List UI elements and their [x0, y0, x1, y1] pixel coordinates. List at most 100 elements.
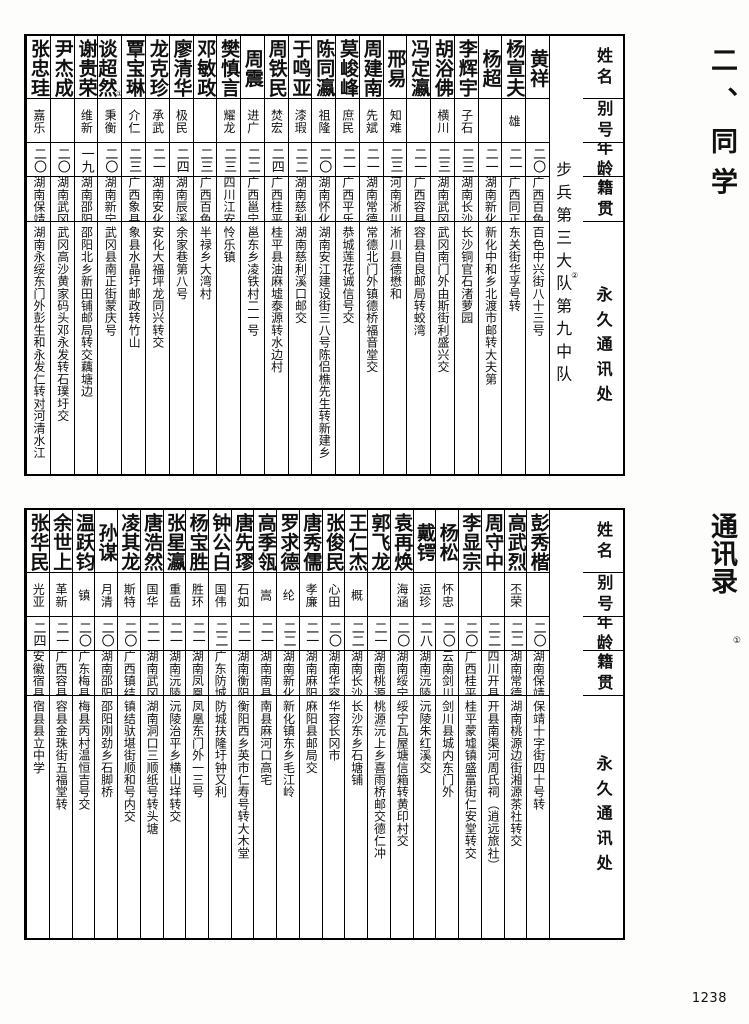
- student-age: 二一: [140, 617, 163, 651]
- student-age-text: 二一: [339, 147, 355, 174]
- student-address: 武冈南门外由斯街利盛兴交: [431, 222, 454, 474]
- student-age-text: 二〇: [98, 621, 114, 648]
- student-alias-text: 焚宏: [269, 109, 284, 134]
- student-address: 邵阳刚劲乡石脚桥: [95, 696, 117, 938]
- unit-label-cell: 步兵第三大队第九中队 ②: [550, 36, 583, 474]
- student-age-text: 二二: [485, 621, 501, 648]
- student-name: 陈同瀛: [312, 36, 336, 99]
- student-age: 二四: [264, 143, 288, 177]
- student-address: 凤凰东门外一三号: [186, 696, 208, 938]
- student-address-text: 安化大福坪龙同兴转交: [150, 226, 165, 349]
- student-alias: 进广: [241, 99, 264, 143]
- student-native: 湖南武冈: [50, 177, 74, 222]
- student-address-text: 长沙铜官石渚萝园: [459, 226, 474, 324]
- student-age: 二三: [454, 143, 478, 177]
- student-native: 广西象县: [122, 177, 145, 222]
- student-address: 新化中和乡北渡市邮转大夫第: [479, 222, 502, 474]
- student-name-text: 冯定瀛: [408, 38, 431, 98]
- student-native: 广西桂平: [459, 651, 481, 696]
- student-address: 保靖十字街四十号转: [527, 696, 549, 938]
- student-directory-table-top: 姓名 别号 年龄 籍贯 永久通讯处 步兵第三大队第九中队 ② 黄祥 二〇 广西百色 百色中兴街八十三…: [24, 34, 625, 476]
- student-age: 二〇: [322, 617, 345, 651]
- student-age: 二〇: [98, 143, 122, 177]
- student-native-text: 云南剑川: [440, 651, 455, 696]
- student-address-text: 长沙东乡石塘铺: [349, 700, 364, 786]
- student-address: 武冈高沙黄家码头邓永发转石璞圩交: [51, 222, 74, 474]
- student-alias: 月清: [95, 573, 118, 617]
- student-age-text: 二三: [435, 147, 451, 174]
- student-age: 二二: [504, 617, 527, 651]
- student-name: 张俊民: [322, 510, 345, 573]
- student-alias: 运珍: [413, 573, 436, 617]
- student-native-text: 广东梅县: [76, 651, 91, 696]
- student-name-text: 龙克珍: [146, 38, 169, 98]
- student-name: 谈超然 ①: [98, 36, 122, 99]
- student-alias: [368, 573, 390, 617]
- student-address-text: 武冈南门外由斯街利盛兴交: [436, 226, 451, 373]
- student-column: 张星瀛 重岳 二一 湖南沅陵 沅陵治平乡横山垟转交: [162, 510, 186, 938]
- student-age: 一九: [74, 143, 98, 177]
- student-alias-text: 丕荣: [508, 583, 523, 608]
- student-name-text: 邢易: [384, 48, 407, 88]
- student-address-text: 武冈高沙黄家码头邓永发转石璞圩交: [55, 226, 70, 422]
- student-age: 二一: [502, 143, 526, 177]
- student-native-text: 广西容县: [412, 177, 427, 222]
- student-alias-text: 纶: [281, 589, 296, 602]
- column-headers: 姓名 别号 年龄 籍贯 永久通讯处: [583, 510, 623, 938]
- student-age-text: 二八: [416, 621, 432, 648]
- student-name: 谢贵荣: [74, 36, 98, 99]
- student-age-text: 二二: [292, 147, 308, 174]
- student-native-text: 湖南绥宁: [395, 651, 410, 696]
- student-address-text: 沅陵治平乡横山垟转交: [167, 700, 182, 823]
- student-age-text: 二一: [149, 147, 165, 174]
- student-age-text: 二一: [235, 621, 251, 648]
- student-name-text: 周铁民: [265, 38, 288, 98]
- student-column: 李显宗 二〇 广西桂平 桂平蒙墟镇盛富街仁安堂转交: [458, 510, 481, 938]
- student-age: 二〇: [436, 617, 459, 651]
- student-alias-text: 漆瑕: [293, 109, 308, 134]
- student-address-text: 东关街华孚号转: [507, 226, 522, 312]
- student-name: 胡浴佛: [431, 36, 454, 99]
- unit-column-empty: [549, 510, 583, 938]
- student-address-text: 凤凰东门外一三号: [190, 700, 205, 798]
- student-native: 广西邕宁: [241, 177, 264, 222]
- student-alias: 焚宏: [264, 99, 288, 143]
- student-name: 廖清华: [169, 36, 193, 99]
- student-name: 龙克珍: [145, 36, 169, 99]
- student-native-text: 广西桂平: [463, 651, 478, 696]
- student-age: 二八: [413, 617, 436, 651]
- student-alias-text: 雄: [507, 115, 522, 128]
- student-age-text: 二四: [173, 147, 189, 174]
- student-name-text: 张星瀛: [163, 512, 186, 572]
- student-native: 湖南凤凰: [186, 651, 208, 696]
- header-native: 籍贯: [583, 651, 623, 696]
- student-age: 二四: [169, 143, 193, 177]
- student-native-text: 广西同正: [507, 177, 522, 222]
- student-age: 二〇: [312, 143, 336, 177]
- student-native-text: 湖南邵阳: [79, 177, 94, 222]
- student-address: 武冈县南正街蒙庆号: [98, 222, 121, 474]
- student-native: 湖南安化: [145, 177, 169, 222]
- student-name-text: 覃宝琳: [123, 38, 145, 98]
- student-column: 杨超 二一 湖南新化 新化中和乡北渡市邮转大夫第: [477, 36, 502, 474]
- student-age: 二一: [336, 143, 359, 177]
- student-alias-text: 知难: [388, 109, 403, 134]
- student-name-text: 王仁杰: [345, 512, 368, 572]
- student-alias: 心田: [322, 573, 345, 617]
- student-native: 湖南常德: [359, 177, 383, 222]
- header-alias: 别号: [583, 573, 623, 617]
- student-age-text: 二一: [144, 621, 160, 648]
- student-name-text: 杨宝胜: [186, 512, 208, 572]
- student-address-text: 恭城莲花诚信号交: [340, 226, 355, 324]
- student-native: 广东防城: [208, 651, 231, 696]
- student-address: 容县金珠街五福堂转: [50, 696, 72, 938]
- student-age-text: 二四: [30, 621, 46, 648]
- student-alias: [193, 99, 217, 143]
- student-age-text: 二〇: [31, 147, 47, 174]
- student-name-footnote: ①: [115, 90, 122, 98]
- student-alias-text: 嘉乐: [31, 109, 46, 134]
- student-native-text: 湖南安化: [150, 177, 165, 222]
- student-name-text: 袁再焕: [391, 512, 413, 572]
- student-age-text: 二二: [348, 621, 364, 648]
- student-alias-text: 秉衡: [103, 109, 118, 134]
